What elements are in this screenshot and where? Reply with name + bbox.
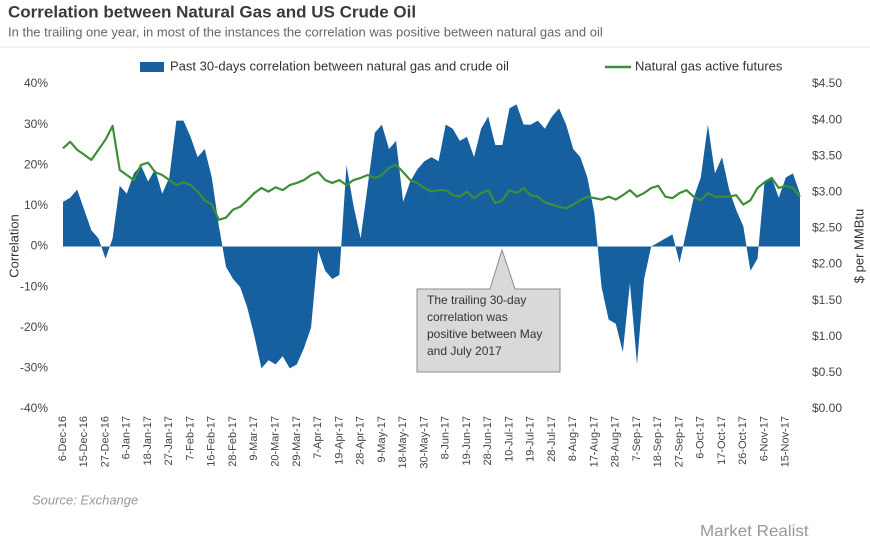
x-tick-label: 19-Jun-17 <box>461 416 473 466</box>
y-tick-label: -40% <box>20 401 48 415</box>
x-tick-label: 17-Aug-17 <box>588 416 600 467</box>
x-tick-label: 28-Jun-17 <box>482 416 494 466</box>
legend-label: Natural gas active futures <box>635 58 783 73</box>
x-tick-label: 28-Apr-17 <box>355 416 367 465</box>
annotation-text: positive between May <box>427 327 542 341</box>
logo: Market Realist <box>700 521 809 536</box>
x-tick-label: 6-Oct-17 <box>695 416 707 459</box>
y-tick-label: 0% <box>31 239 49 253</box>
x-tick-label: 28-Jul-17 <box>546 416 558 462</box>
x-tick-label: 30-May-17 <box>418 416 430 469</box>
correlation-area <box>63 104 800 369</box>
x-tick-label: 6-Jan-17 <box>121 416 133 459</box>
x-tick-label: 8-Jun-17 <box>440 416 452 459</box>
y2-tick-label: $1.50 <box>812 293 842 307</box>
y-tick-label: 30% <box>24 117 48 131</box>
y2-tick-label: $2.00 <box>812 257 842 271</box>
x-tick-label: 19-Apr-17 <box>333 416 345 465</box>
x-tick-label: 29-Mar-17 <box>291 416 303 467</box>
x-tick-label: 28-Aug-17 <box>610 416 622 467</box>
x-tick-label: 8-Aug-17 <box>567 416 579 461</box>
y-tick-label: -30% <box>20 361 48 375</box>
x-tick-label: 9-Mar-17 <box>248 416 260 461</box>
chart-subtitle: In the trailing one year, in most of the… <box>8 24 603 39</box>
x-tick-label: 7-Apr-17 <box>312 416 324 459</box>
x-tick-label: 10-Jul-17 <box>503 416 515 462</box>
x-tick-label: 18-Jan-17 <box>142 416 154 466</box>
x-tick-label: 27-Sep-17 <box>673 416 685 467</box>
x-tick-label: 27-Jan-17 <box>163 416 175 466</box>
y-tick-label: 20% <box>24 157 48 171</box>
y-tick-label: 40% <box>24 76 48 90</box>
y2-axis-title: $ per MMBtu <box>851 209 866 283</box>
callout-box <box>416 248 561 373</box>
x-tick-label: 17-Oct-17 <box>716 416 728 465</box>
x-tick-label: 9-May-17 <box>376 416 388 462</box>
y-tick-label: 10% <box>24 198 48 212</box>
legend-swatch <box>140 62 164 72</box>
annotation-text: correlation was <box>427 310 508 324</box>
y2-tick-label: $0.00 <box>812 401 842 415</box>
x-tick-label: 6-Nov-17 <box>758 416 770 461</box>
y2-tick-label: $4.50 <box>812 76 842 90</box>
y2-tick-label: $2.50 <box>812 221 842 235</box>
x-tick-label: 20-Mar-17 <box>270 416 282 467</box>
y2-tick-label: $1.00 <box>812 329 842 343</box>
x-tick-label: 19-Jul-17 <box>525 416 537 462</box>
chart-title: Correlation between Natural Gas and US C… <box>8 2 416 21</box>
y2-tick-label: $0.50 <box>812 365 842 379</box>
y-tick-label: -10% <box>20 279 48 293</box>
price-line <box>62 124 801 221</box>
y-tick-label: -20% <box>20 320 48 334</box>
y2-tick-label: $3.00 <box>812 185 842 199</box>
x-tick-label: 18-Sep-17 <box>652 416 664 467</box>
x-tick-label: 7-Sep-17 <box>631 416 643 461</box>
annotation-text: The trailing 30-day <box>427 293 526 307</box>
x-tick-label: 16-Feb-17 <box>206 416 218 467</box>
x-tick-label: 6-Dec-16 <box>57 416 69 461</box>
y-axis-title: Correlation <box>6 214 21 278</box>
x-tick-label: 15-Dec-16 <box>78 416 90 467</box>
x-tick-label: 18-May-17 <box>397 416 409 469</box>
x-tick-label: 26-Oct-17 <box>737 416 749 465</box>
legend-label: Past 30-days correlation between natural… <box>170 58 509 73</box>
x-tick-label: 7-Feb-17 <box>184 416 196 461</box>
y2-tick-label: $4.00 <box>812 112 842 126</box>
x-tick-label: 27-Dec-16 <box>99 416 111 467</box>
x-tick-label: 28-Feb-17 <box>227 416 239 467</box>
x-tick-label: 15-Nov-17 <box>780 416 792 467</box>
y2-tick-label: $3.50 <box>812 148 842 162</box>
annotation-text: and July 2017 <box>427 344 502 358</box>
source: Source: Exchange <box>32 492 138 507</box>
